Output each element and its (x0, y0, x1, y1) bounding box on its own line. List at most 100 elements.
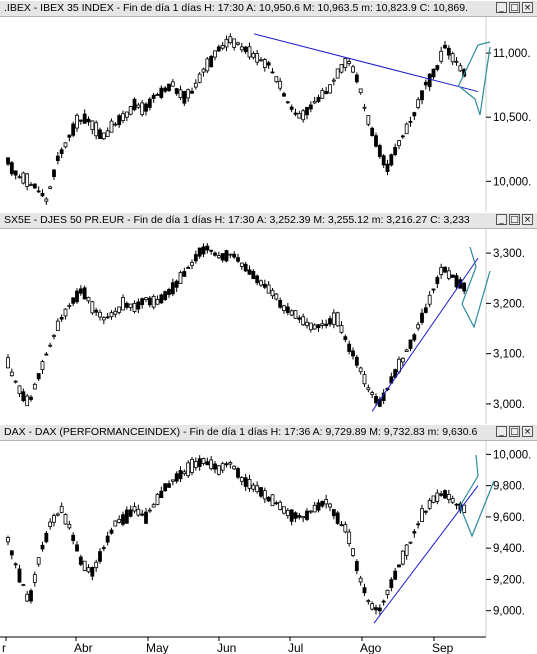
maximize-button[interactable]: □ (509, 214, 520, 225)
candle-body (155, 493, 160, 505)
candle (312, 501, 317, 513)
close-button[interactable]: × (522, 214, 533, 225)
candle-body (98, 311, 102, 318)
candle-body (247, 46, 252, 58)
candle-body (236, 257, 240, 262)
candle-body (389, 579, 394, 588)
candle (17, 564, 22, 583)
candle-body (178, 470, 183, 480)
candle-body (343, 524, 348, 533)
candle-body (186, 89, 191, 99)
candle (404, 543, 409, 560)
dax-price-plot[interactable]: 10,000. 9,800. 9,600. 9,400. 9,200. 9,000. (0, 441, 537, 636)
candle (170, 79, 175, 87)
candle (52, 513, 56, 527)
candle (274, 76, 279, 84)
candle (251, 482, 256, 493)
candle-body (124, 302, 129, 308)
candle-body (331, 509, 336, 517)
candle-body (90, 120, 95, 131)
close-button[interactable]: × (522, 426, 533, 437)
minimize-button[interactable]: _ (496, 214, 507, 225)
candle-body (431, 288, 436, 291)
candle (293, 309, 298, 319)
candle (301, 109, 306, 123)
candle-body (55, 155, 60, 162)
candle-body (220, 463, 225, 471)
candle-body (343, 336, 348, 340)
time-axis: r Abr May Jun Jul Ago Sep (0, 636, 537, 654)
candle-body (117, 115, 122, 126)
candle (431, 68, 436, 80)
candle-body (216, 46, 221, 52)
candle-body (90, 301, 95, 314)
candle (121, 110, 125, 124)
minimize-button[interactable]: _ (496, 2, 507, 13)
candle-body (282, 305, 286, 311)
candle-body (6, 157, 10, 165)
candle (29, 394, 33, 402)
candle-body (197, 73, 202, 83)
ibex-price-plot[interactable]: 11,000. 10,500. 10,000. (0, 17, 537, 212)
candle-body (362, 587, 367, 594)
candle-body (193, 82, 198, 88)
candle (144, 507, 148, 525)
candle (358, 366, 363, 375)
candle (193, 79, 198, 90)
candle (454, 503, 459, 510)
y-tick-label: 10,000. (493, 176, 531, 188)
x-tick-label: Sep (432, 641, 454, 654)
candle-body (109, 312, 114, 318)
minimize-button[interactable]: _ (496, 426, 507, 437)
y-tick-label: 9,000. (493, 606, 525, 618)
candle (439, 490, 444, 497)
candle-body (385, 589, 390, 595)
candle-body (155, 298, 160, 305)
candle-body (193, 461, 198, 468)
candle (316, 499, 321, 513)
candle-body (48, 521, 53, 527)
candle-body (52, 515, 56, 523)
candle (289, 509, 294, 526)
candle (40, 541, 45, 552)
sx5e-titlebar[interactable]: SX5E - DJES 50 PR.EUR - Fin de día 1 día… (0, 212, 537, 229)
candle (86, 116, 91, 126)
candle (128, 105, 133, 116)
candle (278, 77, 283, 91)
candle-body (121, 297, 125, 311)
candle (201, 243, 206, 258)
candle (308, 101, 313, 113)
candle-body (443, 44, 447, 49)
candle (67, 303, 72, 310)
candle (105, 531, 110, 546)
candle-body (416, 99, 421, 108)
candle-body (48, 344, 53, 347)
ibex-titlebar[interactable]: .IBEX - IBEX 35 INDEX - Fin de día 1 día… (0, 0, 537, 17)
y-tick-label: 11,000. (493, 48, 531, 60)
candle-body (109, 120, 114, 133)
candle (132, 300, 137, 314)
candle-body (94, 122, 99, 137)
dax-titlebar[interactable]: DAX - DAX (PERFORMANCEINDEX) - Fin de dí… (0, 424, 537, 441)
candle (98, 309, 102, 321)
candle (255, 481, 260, 494)
sx5e-price-plot[interactable]: 3,300. 3,200. 3,100. 3,000. (0, 229, 537, 424)
maximize-button[interactable]: □ (509, 2, 520, 13)
candle (243, 46, 248, 55)
candle (335, 510, 340, 525)
candle-body (224, 463, 229, 466)
candle-body (366, 115, 371, 125)
candle-body (113, 123, 118, 126)
candle-body (155, 94, 160, 96)
candle (140, 297, 145, 309)
candle-body (232, 465, 237, 470)
candle (25, 172, 30, 191)
maximize-button[interactable]: □ (509, 426, 520, 437)
close-button[interactable]: × (522, 2, 533, 13)
candle-body (351, 350, 355, 357)
candle (213, 251, 217, 257)
candle (101, 132, 106, 141)
candle-body (450, 53, 455, 63)
candle (435, 275, 440, 289)
candle-body (78, 119, 83, 122)
